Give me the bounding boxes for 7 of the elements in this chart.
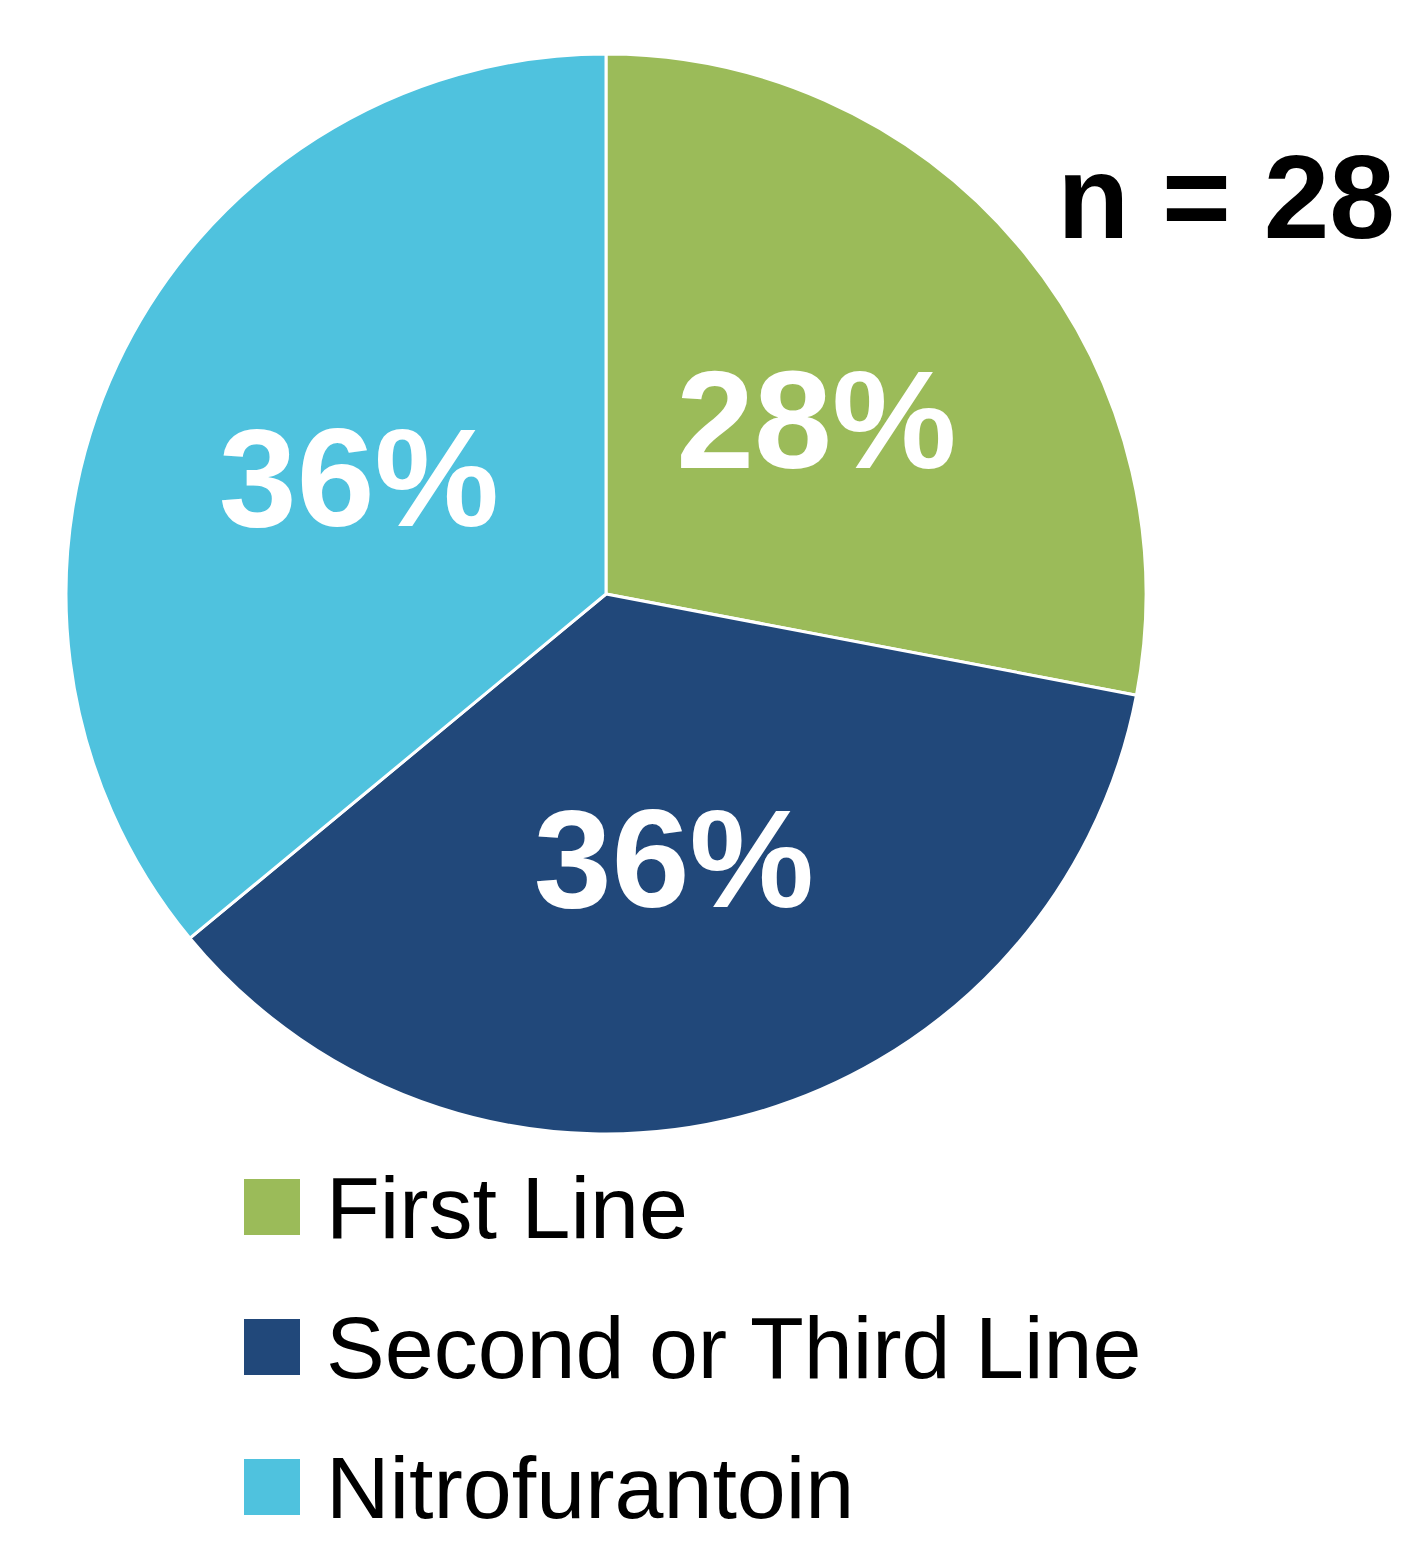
data-label: 28% [676, 341, 957, 499]
data-label: 36% [218, 399, 500, 557]
text: n = 28 [1057, 131, 1395, 263]
data-label: 36% [533, 779, 814, 937]
legend-label: First Line [326, 1157, 688, 1257]
legend-label: Second or Third Line [326, 1297, 1142, 1397]
legend-label: Nitrofurantoin [326, 1437, 855, 1537]
